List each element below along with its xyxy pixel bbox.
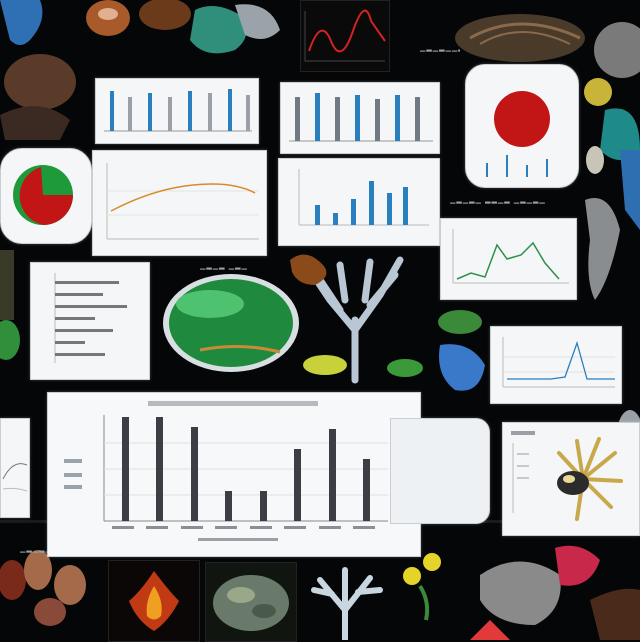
- hbar-chart-thumb: [30, 262, 150, 380]
- scribble-text-3: ▁▂▁▂ ▁▂▁: [200, 262, 248, 270]
- rock-specimen-icon: [213, 575, 289, 631]
- shell-icon: [455, 14, 585, 62]
- scribble-text-1: ▁▂▁▂▁▁▂▁: [420, 44, 460, 52]
- blank-card: [390, 418, 490, 524]
- bar-chart-thumb-1: [95, 78, 259, 144]
- grey-blob-icon: [594, 22, 640, 78]
- blue-cluster-icon: [439, 344, 485, 391]
- bar-chart-thumb-2: [280, 82, 440, 154]
- bottom-flower-icons: [403, 553, 441, 621]
- brown-specimen-icon: [139, 0, 191, 30]
- bar-chart-thumb-3: [278, 158, 440, 246]
- bottom-tile-flame: [108, 560, 200, 642]
- specimen-card: [502, 422, 640, 536]
- line-chart-thumb-green: [440, 218, 577, 300]
- line-chart-thumb-orange: [92, 150, 267, 256]
- coral-branch-icon: [306, 256, 404, 384]
- seed-pod-icon: [0, 560, 26, 600]
- bottom-coral-icon: [311, 567, 383, 640]
- flask-icon: [586, 146, 604, 174]
- creature-skull-icon: [480, 561, 561, 625]
- tentacle-creature-icon: [585, 198, 620, 300]
- line-chart-thumb-left-edge: [0, 418, 30, 518]
- green-creature-icon: [190, 6, 247, 54]
- green-bug-icon: [438, 310, 482, 334]
- pie-chart-thumb-green: [0, 148, 92, 244]
- bottom-tile-rock: [205, 562, 297, 642]
- green-leaf-icon: [0, 320, 20, 360]
- line-chart-thumb-spike: [490, 326, 622, 404]
- dark-line-chart: [304, 9, 386, 62]
- main-dot-column-chart: [47, 392, 421, 557]
- scribble-text-2: ▁▂▁▂▁ ▂▂▁▂ ▁▂▁▂▁: [450, 196, 546, 204]
- mushroom-cap-icon: [4, 54, 76, 110]
- pie-chart-thumb-red: [465, 64, 579, 188]
- bird-icon: [290, 254, 327, 285]
- blue-creature-icon: [0, 0, 43, 45]
- teal-creature-icon: [600, 108, 640, 160]
- yellow-orb-icon: [584, 78, 612, 106]
- scribble-text-4: ▁▂▁▂▁▂▁: [20, 545, 65, 553]
- green-capsule-icon: [163, 274, 299, 372]
- dark-line-chart-tile: [300, 0, 390, 72]
